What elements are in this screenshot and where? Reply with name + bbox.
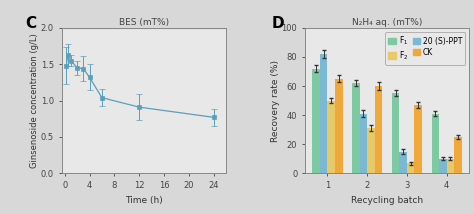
X-axis label: Recycling batch: Recycling batch [351, 196, 423, 205]
Bar [360, 114, 367, 173]
Y-axis label: Recovery rate (%): Recovery rate (%) [271, 59, 280, 142]
Bar [328, 101, 335, 173]
Bar [400, 152, 407, 173]
Y-axis label: Ginsenoside concentration (g/L): Ginsenoside concentration (g/L) [30, 33, 39, 168]
X-axis label: Time (h): Time (h) [125, 196, 163, 205]
Legend: F$_1$, F$_2$, 20 (S)-PPT, CK: F$_1$, F$_2$, 20 (S)-PPT, CK [385, 32, 465, 65]
Text: C: C [26, 16, 36, 31]
Bar [335, 79, 343, 173]
Bar [352, 83, 360, 173]
Text: D: D [272, 16, 285, 31]
Bar [454, 137, 462, 173]
Bar [392, 93, 400, 173]
Bar [407, 163, 414, 173]
Bar [320, 54, 328, 173]
Title: BES (mT%): BES (mT%) [119, 18, 169, 27]
Bar [439, 159, 447, 173]
Bar [367, 128, 375, 173]
Bar [414, 105, 422, 173]
Bar [375, 86, 383, 173]
Bar [447, 159, 454, 173]
Title: N₂H₄ aq. (mT%): N₂H₄ aq. (mT%) [352, 18, 422, 27]
Bar [432, 114, 439, 173]
Bar [312, 68, 320, 173]
